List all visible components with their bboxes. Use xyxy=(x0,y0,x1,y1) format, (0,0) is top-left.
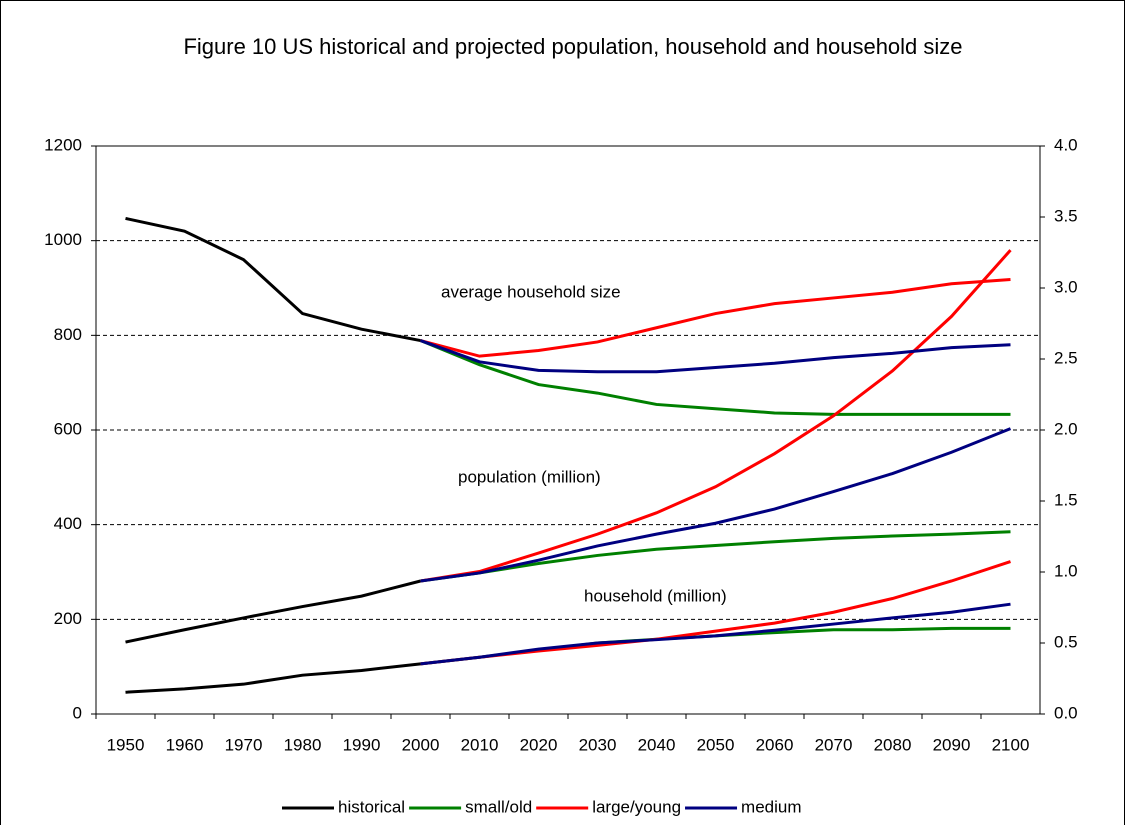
y-tick-label: 600 xyxy=(54,419,82,438)
annotation: population (million) xyxy=(458,467,601,486)
series-line xyxy=(419,339,1011,374)
legend-label: large/young xyxy=(592,797,681,816)
x-tick-label: 2010 xyxy=(461,735,499,754)
legend-label: small/old xyxy=(465,797,532,816)
x-tick-label: 2020 xyxy=(520,735,558,754)
x-tick-label: 2040 xyxy=(638,735,676,754)
y2-tick-label: 2.5 xyxy=(1054,348,1078,367)
annotation: household (million) xyxy=(584,586,727,605)
series-line xyxy=(420,530,1011,583)
x-tick-label: 1950 xyxy=(107,735,145,754)
y-tick-label: 400 xyxy=(54,514,82,533)
x-tick-label: 2090 xyxy=(933,735,971,754)
y-tick-label: 800 xyxy=(54,325,82,344)
x-tick-label: 2000 xyxy=(402,735,440,754)
series-line xyxy=(419,339,1011,416)
series-line xyxy=(125,662,421,694)
x-tick-label: 1970 xyxy=(225,735,263,754)
y-tick-label: 1200 xyxy=(44,135,82,154)
y2-tick-label: 4.0 xyxy=(1054,135,1078,154)
y2-tick-label: 0.0 xyxy=(1054,703,1078,722)
x-tick-label: 2060 xyxy=(756,735,794,754)
y2-tick-label: 1.0 xyxy=(1054,561,1078,580)
x-tick-label: 1980 xyxy=(284,735,322,754)
x-tick-label: 2070 xyxy=(815,735,853,754)
x-tick-label: 2030 xyxy=(579,735,617,754)
legend-label: historical xyxy=(338,797,405,816)
x-tick-label: 2050 xyxy=(697,735,735,754)
y2-tick-label: 2.0 xyxy=(1054,419,1078,438)
series-line xyxy=(420,277,1011,358)
x-tick-label: 2080 xyxy=(874,735,912,754)
y-tick-label: 1000 xyxy=(44,230,82,249)
series-line xyxy=(420,602,1011,666)
series-line xyxy=(125,216,421,343)
y2-tick-label: 0.5 xyxy=(1054,632,1078,651)
y-tick-label: 0 xyxy=(73,703,82,722)
y-tick-label: 200 xyxy=(54,609,82,628)
x-tick-label: 1990 xyxy=(343,735,381,754)
chart-title: Figure 10 US historical and projected po… xyxy=(183,34,963,59)
x-tick-label: 1960 xyxy=(166,735,204,754)
annotation: average household size xyxy=(441,282,621,301)
series-line xyxy=(420,427,1012,583)
y2-tick-label: 3.5 xyxy=(1054,206,1078,225)
x-tick-label: 2100 xyxy=(992,735,1030,754)
y2-tick-label: 1.5 xyxy=(1054,490,1078,509)
y2-tick-label: 3.0 xyxy=(1054,277,1078,296)
series-line xyxy=(125,579,421,644)
legend-label: medium xyxy=(741,797,801,816)
